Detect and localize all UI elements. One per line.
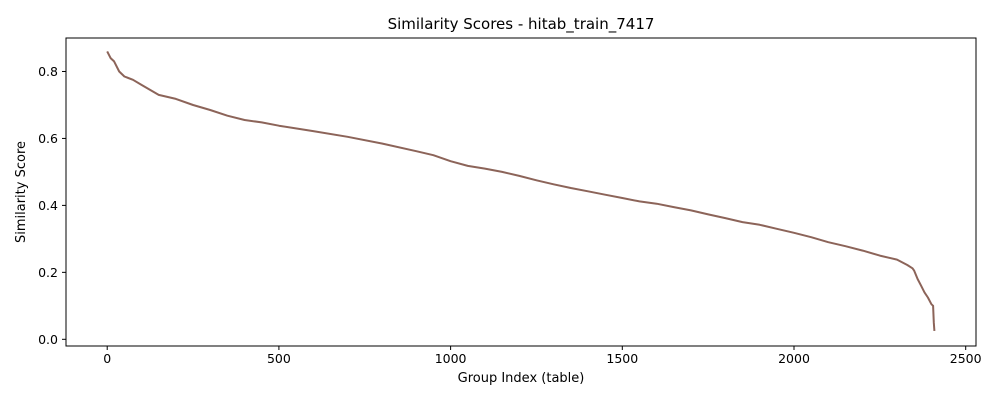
x-tick-label: 0: [103, 351, 111, 366]
y-tick-label: 0.2: [38, 265, 58, 280]
plot-frame: [65, 37, 977, 347]
chart-title: Similarity Scores - hitab_train_7417: [388, 15, 655, 34]
x-axis-ticks: 0 500 1000 1500 2000 2500: [103, 346, 982, 366]
x-tick-label: 1000: [435, 351, 467, 366]
x-axis-label: Group Index (table): [458, 371, 585, 386]
y-axis-label: Similarity Score: [14, 141, 29, 243]
y-tick-label: 0.4: [38, 198, 58, 213]
y-tick-label: 0.6: [38, 131, 58, 146]
y-tick-label: 0.0: [38, 332, 58, 347]
y-axis-ticks: 0.0 0.2 0.4 0.6 0.8: [38, 64, 66, 347]
y-tick-label: 0.8: [38, 64, 58, 79]
x-tick-label: 500: [267, 351, 291, 366]
series-line: [106, 50, 936, 331]
x-tick-label: 2000: [778, 351, 810, 366]
x-tick-label: 2500: [950, 351, 982, 366]
x-tick-label: 1500: [606, 351, 638, 366]
series-layer: [106, 50, 936, 331]
